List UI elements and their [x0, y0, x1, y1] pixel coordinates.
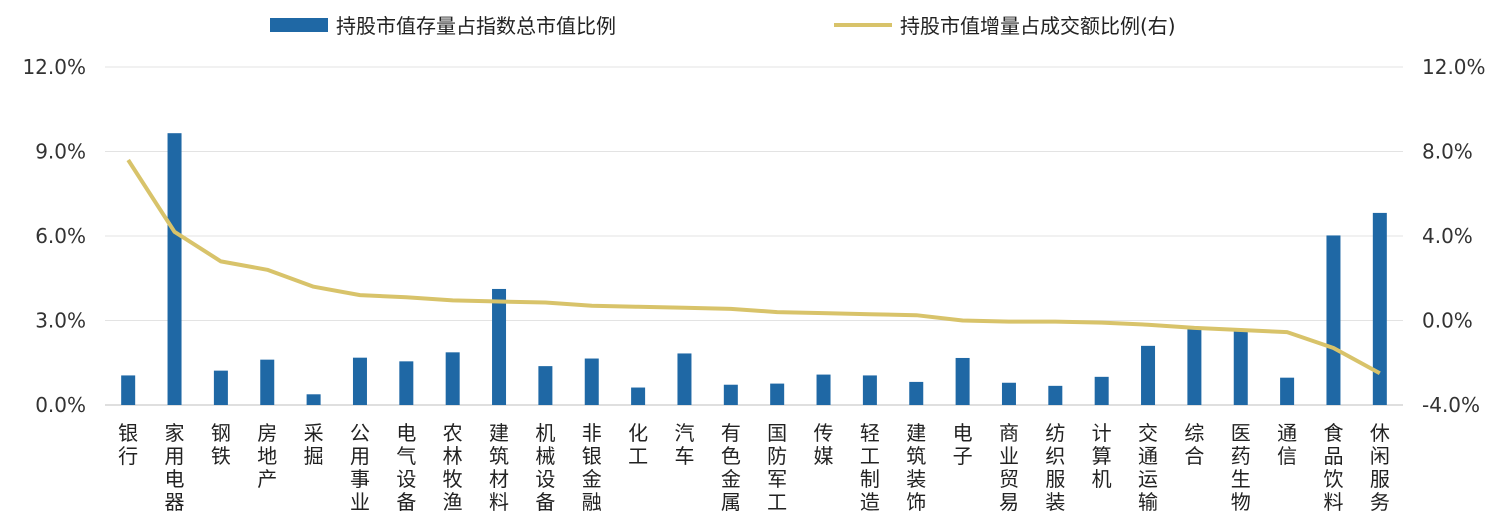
bar	[399, 361, 414, 405]
left-axis-ticks: 0.0% 3.0% 6.0% 9.0% 12.0%	[22, 55, 86, 417]
category-label: 国防军工	[767, 421, 787, 514]
category-label: 非银金融	[582, 421, 602, 514]
category-label: 交通运输	[1138, 421, 1158, 514]
category-label: 家用电器	[165, 421, 185, 514]
right-tick-label: 8.0%	[1422, 140, 1473, 164]
bar	[445, 352, 460, 405]
category-label: 传媒	[814, 421, 834, 468]
bar	[1141, 345, 1156, 405]
bar	[1001, 382, 1016, 405]
left-tick-label: 6.0%	[35, 224, 86, 248]
category-label: 汽车	[674, 421, 694, 468]
legend-line-label: 持股市值增量占成交额比例(右)	[900, 14, 1176, 38]
bar	[1233, 330, 1248, 405]
bar	[352, 357, 367, 405]
left-tick-label: 12.0%	[22, 55, 86, 79]
category-label: 建筑装饰	[906, 421, 926, 514]
category-label: 商业贸易	[999, 421, 1019, 514]
right-axis-ticks: -4.0% 0.0% 4.0% 8.0% 12.0%	[1422, 55, 1486, 417]
bar	[862, 375, 877, 405]
category-label: 机械设备	[535, 421, 555, 514]
category-label: 综合	[1184, 421, 1204, 468]
bar	[306, 394, 321, 405]
category-label: 钢铁	[211, 421, 231, 468]
category-label: 食品饮料	[1323, 421, 1343, 514]
left-tick-label: 3.0%	[35, 309, 86, 333]
right-tick-label: 0.0%	[1422, 309, 1473, 333]
bar-series	[121, 133, 1387, 406]
bar	[167, 133, 182, 406]
bar	[770, 383, 785, 405]
category-label: 医药生物	[1231, 421, 1251, 514]
category-label: 建筑材料	[489, 421, 509, 514]
category-label: 纺织服装	[1045, 421, 1065, 514]
bar	[1372, 212, 1387, 405]
bar	[121, 375, 136, 405]
bar	[1094, 376, 1109, 405]
category-label: 银行	[118, 421, 138, 468]
right-tick-label: -4.0%	[1422, 393, 1480, 417]
category-label: 电气设备	[396, 421, 416, 514]
bar	[631, 387, 646, 405]
bar	[260, 359, 275, 405]
category-label: 有色金属	[721, 421, 741, 514]
bar	[1048, 385, 1063, 405]
legend-bar-swatch	[270, 18, 328, 32]
legend: 持股市值存量占指数总市值比例 持股市值增量占成交额比例(右)	[270, 14, 1176, 38]
legend-bar-label: 持股市值存量占指数总市值比例	[336, 14, 616, 38]
line-series	[126, 158, 1381, 376]
category-label: 房地产	[257, 421, 277, 491]
category-label: 采掘	[304, 421, 324, 468]
bar	[1326, 235, 1341, 405]
category-label: 电子	[953, 421, 973, 468]
right-tick-label: 4.0%	[1422, 224, 1473, 248]
bar	[677, 353, 692, 405]
category-label: 休闲服务	[1370, 421, 1390, 514]
category-label: 农林牧渔	[443, 421, 463, 514]
bar	[1280, 377, 1295, 405]
bar	[816, 374, 831, 405]
left-tick-label: 9.0%	[35, 140, 86, 164]
bar	[1187, 327, 1202, 405]
gridlines	[105, 66, 1403, 406]
bar	[909, 381, 924, 405]
category-label: 计算机	[1092, 421, 1112, 491]
line-series-path	[126, 158, 1381, 376]
bar	[584, 358, 599, 405]
bar	[213, 370, 228, 405]
category-label: 通信	[1277, 421, 1297, 468]
category-label: 轻工制造	[860, 421, 880, 514]
category-label: 公用事业	[350, 421, 370, 514]
bar	[955, 357, 970, 405]
right-tick-label: 12.0%	[1422, 55, 1486, 79]
left-tick-label: 0.0%	[35, 393, 86, 417]
bar	[538, 366, 553, 405]
category-label: 化工	[628, 421, 648, 468]
category-labels: 银行 家用电器 钢铁 房地产 采掘 公用事业 电气设备 农林牧渔 建筑材料 机械设备 非银金融 化工汽…	[118, 421, 1390, 514]
bar	[723, 384, 738, 405]
bar	[492, 288, 507, 405]
